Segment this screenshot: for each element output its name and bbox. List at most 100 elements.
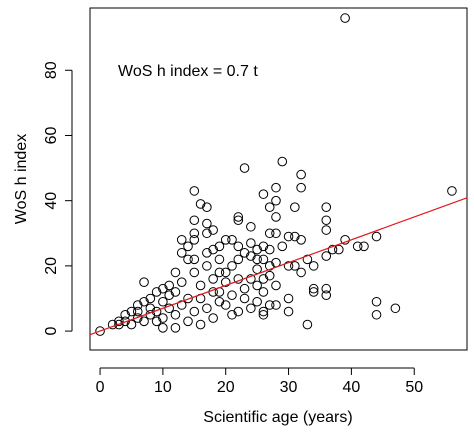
fit-line	[89, 197, 468, 336]
point	[170, 323, 181, 333]
point	[214, 267, 225, 278]
point	[132, 306, 143, 317]
point	[189, 186, 200, 196]
point	[290, 202, 300, 213]
x-tick-label: 40	[342, 379, 360, 396]
point	[139, 316, 149, 327]
point	[227, 290, 237, 301]
point	[132, 313, 143, 323]
point	[214, 254, 225, 265]
point	[189, 254, 200, 265]
point	[189, 215, 200, 226]
point	[151, 316, 162, 327]
x-axis-label: Scientific age (years)	[203, 409, 352, 426]
point	[352, 241, 363, 252]
y-axis-label: WoS h index	[13, 134, 30, 224]
point	[183, 254, 193, 265]
point	[120, 316, 130, 327]
point	[252, 280, 262, 291]
point	[359, 241, 369, 252]
point	[246, 274, 256, 284]
y-tick-label: 60	[43, 126, 60, 144]
point	[227, 261, 237, 271]
annotation: WoS h index = 0.7 t	[118, 63, 258, 80]
point	[145, 293, 156, 304]
y-tick-label: 0	[43, 327, 60, 336]
point	[202, 248, 212, 258]
point	[371, 296, 382, 307]
point	[208, 244, 218, 255]
point	[264, 244, 275, 255]
point	[308, 261, 319, 271]
point	[220, 235, 231, 245]
point	[158, 283, 168, 294]
point	[183, 293, 193, 304]
point	[176, 300, 187, 310]
point	[176, 277, 187, 287]
point	[271, 300, 281, 310]
point	[233, 254, 244, 265]
point	[277, 156, 288, 167]
point	[271, 182, 281, 193]
point	[189, 306, 200, 317]
point	[176, 248, 187, 258]
point	[302, 319, 313, 330]
point	[308, 283, 319, 294]
point	[189, 228, 200, 239]
point	[283, 293, 294, 304]
point	[252, 244, 262, 255]
point	[258, 309, 269, 320]
point	[208, 274, 218, 284]
point	[283, 306, 294, 317]
point	[246, 251, 256, 261]
point	[170, 267, 181, 278]
point	[258, 306, 269, 317]
point	[296, 267, 306, 278]
point	[239, 163, 250, 173]
point	[246, 238, 256, 248]
point	[258, 274, 269, 284]
point	[189, 235, 200, 245]
point	[220, 300, 231, 310]
point	[239, 283, 250, 294]
point	[170, 287, 181, 297]
point	[246, 303, 256, 314]
y-tick-label: 20	[43, 257, 60, 275]
point	[114, 316, 124, 327]
point	[308, 287, 319, 297]
point	[321, 251, 332, 261]
point	[258, 254, 269, 265]
point	[233, 241, 244, 252]
point	[183, 241, 193, 252]
point	[195, 199, 206, 209]
point	[264, 228, 275, 239]
point	[340, 235, 350, 245]
point	[390, 303, 401, 314]
plot-frame	[89, 7, 468, 351]
point	[246, 221, 256, 232]
point	[239, 248, 250, 258]
point	[227, 235, 237, 245]
point	[264, 202, 275, 213]
point	[195, 280, 206, 291]
point	[214, 241, 225, 252]
point	[252, 254, 262, 265]
x-tick-label: 20	[217, 379, 235, 396]
point	[290, 231, 300, 242]
point	[296, 235, 306, 245]
point	[371, 309, 382, 320]
point	[258, 287, 269, 297]
point	[371, 231, 382, 242]
y-tick-label: 40	[43, 192, 60, 210]
point	[170, 309, 181, 320]
point	[302, 254, 313, 265]
point	[327, 244, 338, 255]
point	[258, 241, 269, 252]
point	[264, 300, 275, 310]
point	[233, 306, 244, 317]
x-tick-label: 30	[280, 379, 298, 396]
point	[151, 287, 162, 297]
point	[252, 296, 262, 307]
point	[164, 303, 174, 314]
